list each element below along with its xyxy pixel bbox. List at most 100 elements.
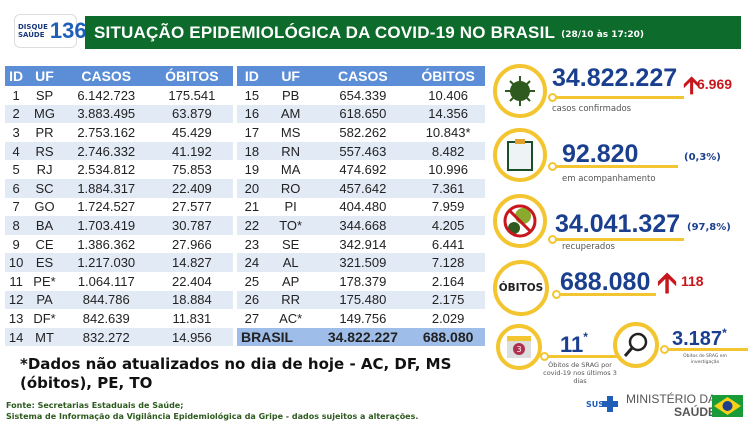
deaths-cell: 41.192 [150, 141, 233, 161]
cases-cell: 557.463 [314, 141, 412, 161]
id-cell: 7 [12, 199, 20, 215]
table-row: 25 AP 178.379 2.164 [237, 272, 485, 291]
deaths-cell: 7.361 [411, 178, 485, 198]
id-cell: 24 [237, 253, 267, 272]
uf-cell: SE [281, 236, 300, 252]
uf-cell: AL [266, 253, 315, 272]
source-line: Fonte: Secretarias Estaduais de Saúde; [6, 401, 184, 410]
uf-cell: CE [35, 236, 54, 252]
deaths-cell: 14.827 [150, 253, 233, 272]
magnifier-icon [613, 322, 659, 368]
cases-cell: 178.379 [339, 273, 387, 289]
confirmed-increase: 6.969 [697, 76, 733, 92]
id-cell: 15 [244, 87, 260, 103]
cases-cell: 404.480 [339, 199, 387, 215]
states-table-left: ID UF CASOS ÓBITOS 1 SP 6.142.723 175.541 2 MG 3.8… [5, 66, 233, 347]
deaths-cell: 45.429 [172, 124, 212, 140]
id-cell: 16 [237, 104, 267, 124]
uf-cell: AP [281, 273, 300, 289]
column-header: CASOS [314, 66, 412, 86]
table-row: 6 SC 1.884.317 22.409 [5, 178, 233, 198]
table-row: 7 GO 1.724.527 27.577 [5, 198, 233, 217]
disque-saude-logo: DISQUE SAÚDE 136 [14, 14, 87, 48]
table-row: 16 AM 618.650 14.356 [237, 104, 485, 124]
cases-cell: 1.217.030 [61, 253, 151, 272]
uf-cell: RS [27, 141, 62, 161]
srag-deaths-value: 11* [560, 331, 588, 358]
deaths-cell: 10.996 [428, 162, 468, 178]
column-header: UF [27, 66, 62, 86]
id-cell: 23 [244, 236, 260, 252]
states-table-right: ID UF CASOS ÓBITOS 15 PB 654.339 10.406 16 AM 618.… [237, 66, 485, 347]
cases-cell: 342.914 [339, 236, 387, 252]
deaths-badge: ÓBITOS [493, 260, 549, 316]
uf-cell: PR [35, 124, 54, 140]
table-row: 20 RO 457.642 7.361 [237, 178, 485, 198]
deaths-cell: 14.956 [150, 327, 233, 347]
cases-cell: 618.650 [314, 104, 412, 124]
table-row: 17 MS 582.262 10.843* [237, 123, 485, 142]
cases-cell: 344.668 [314, 216, 412, 235]
table-row: 8 BA 1.703.419 30.787 [5, 216, 233, 235]
source-line: Sistema de Informação da Vigilância Epid… [6, 412, 419, 421]
cases-cell: 2.746.332 [61, 141, 151, 161]
id-cell: 26 [237, 290, 267, 310]
id-cell: 10 [5, 253, 28, 272]
table-row: 13 DF* 842.639 11.831 [5, 309, 233, 328]
uf-cell: MA [280, 162, 301, 178]
table-header: ID UF CASOS ÓBITOS [5, 66, 233, 86]
investigation-value: 3.187* [672, 326, 727, 351]
cases-cell: 1.884.317 [61, 178, 151, 198]
total-deaths: 688.080 [411, 327, 485, 347]
divider-line [668, 348, 748, 351]
cases-cell: 832.272 [61, 327, 151, 347]
id-cell: 22 [237, 216, 267, 235]
cases-cell: 1.064.117 [77, 273, 135, 289]
id-cell: 19 [244, 162, 260, 178]
logo-number: 136 [49, 18, 87, 43]
divider-line [560, 293, 656, 296]
cases-cell: 175.480 [314, 290, 412, 310]
divider-line [548, 355, 620, 358]
deaths-cell: 63.879 [150, 104, 233, 124]
deaths-cell: 75.853 [172, 162, 212, 178]
uf-cell: SC [27, 178, 62, 198]
id-cell: 21 [244, 199, 260, 215]
column-header: ÓBITOS [150, 66, 233, 86]
cases-cell: 321.509 [314, 253, 412, 272]
uf-cell: PA [27, 290, 62, 310]
cases-cell: 654.339 [339, 87, 387, 103]
deaths-cell: 10.843* [425, 124, 471, 140]
table-header: ID UF CASOS ÓBITOS [237, 66, 485, 86]
deaths-cell: 7.959 [431, 199, 465, 215]
deaths-cell: 27.966 [172, 236, 212, 252]
deaths-cell: 2.175 [411, 290, 485, 310]
cases-cell: 474.692 [339, 162, 387, 178]
deaths-cell: 22.404 [172, 273, 212, 289]
uf-cell: RN [266, 141, 315, 161]
table-row: 18 RN 557.463 8.482 [237, 141, 485, 161]
id-cell: 17 [244, 124, 260, 140]
id-cell: 6 [5, 178, 28, 198]
id-cell: 2 [5, 104, 28, 124]
confirmed-label: casos confirmados [552, 104, 632, 114]
table-row: 2 MG 3.883.495 63.879 [5, 104, 233, 124]
table-row: 15 PB 654.339 10.406 [237, 86, 485, 105]
confirmed-cases-value: 34.822.227 [552, 64, 678, 92]
asterisk: * [722, 326, 727, 340]
table-row: 22 TO* 344.668 4.205 [237, 216, 485, 235]
no-virus-icon [493, 194, 547, 248]
uf-cell: TO* [266, 216, 315, 235]
recovered-percent: (97,8%) [687, 222, 731, 233]
id-cell: 25 [244, 273, 260, 289]
brazil-flag-icon [712, 395, 743, 417]
total-row: BRASIL 34.822.227 688.080 [237, 327, 485, 347]
deaths-cell: 4.205 [411, 216, 485, 235]
cases-cell: 457.642 [314, 178, 412, 198]
table-row: 26 RR 175.480 2.175 [237, 290, 485, 310]
id-cell: 9 [12, 236, 20, 252]
column-header: UF [266, 66, 315, 86]
cases-cell: 6.142.723 [77, 87, 136, 103]
recovered-value: 34.041.327 [555, 210, 681, 238]
logo-text: SAÚDE [18, 31, 45, 39]
